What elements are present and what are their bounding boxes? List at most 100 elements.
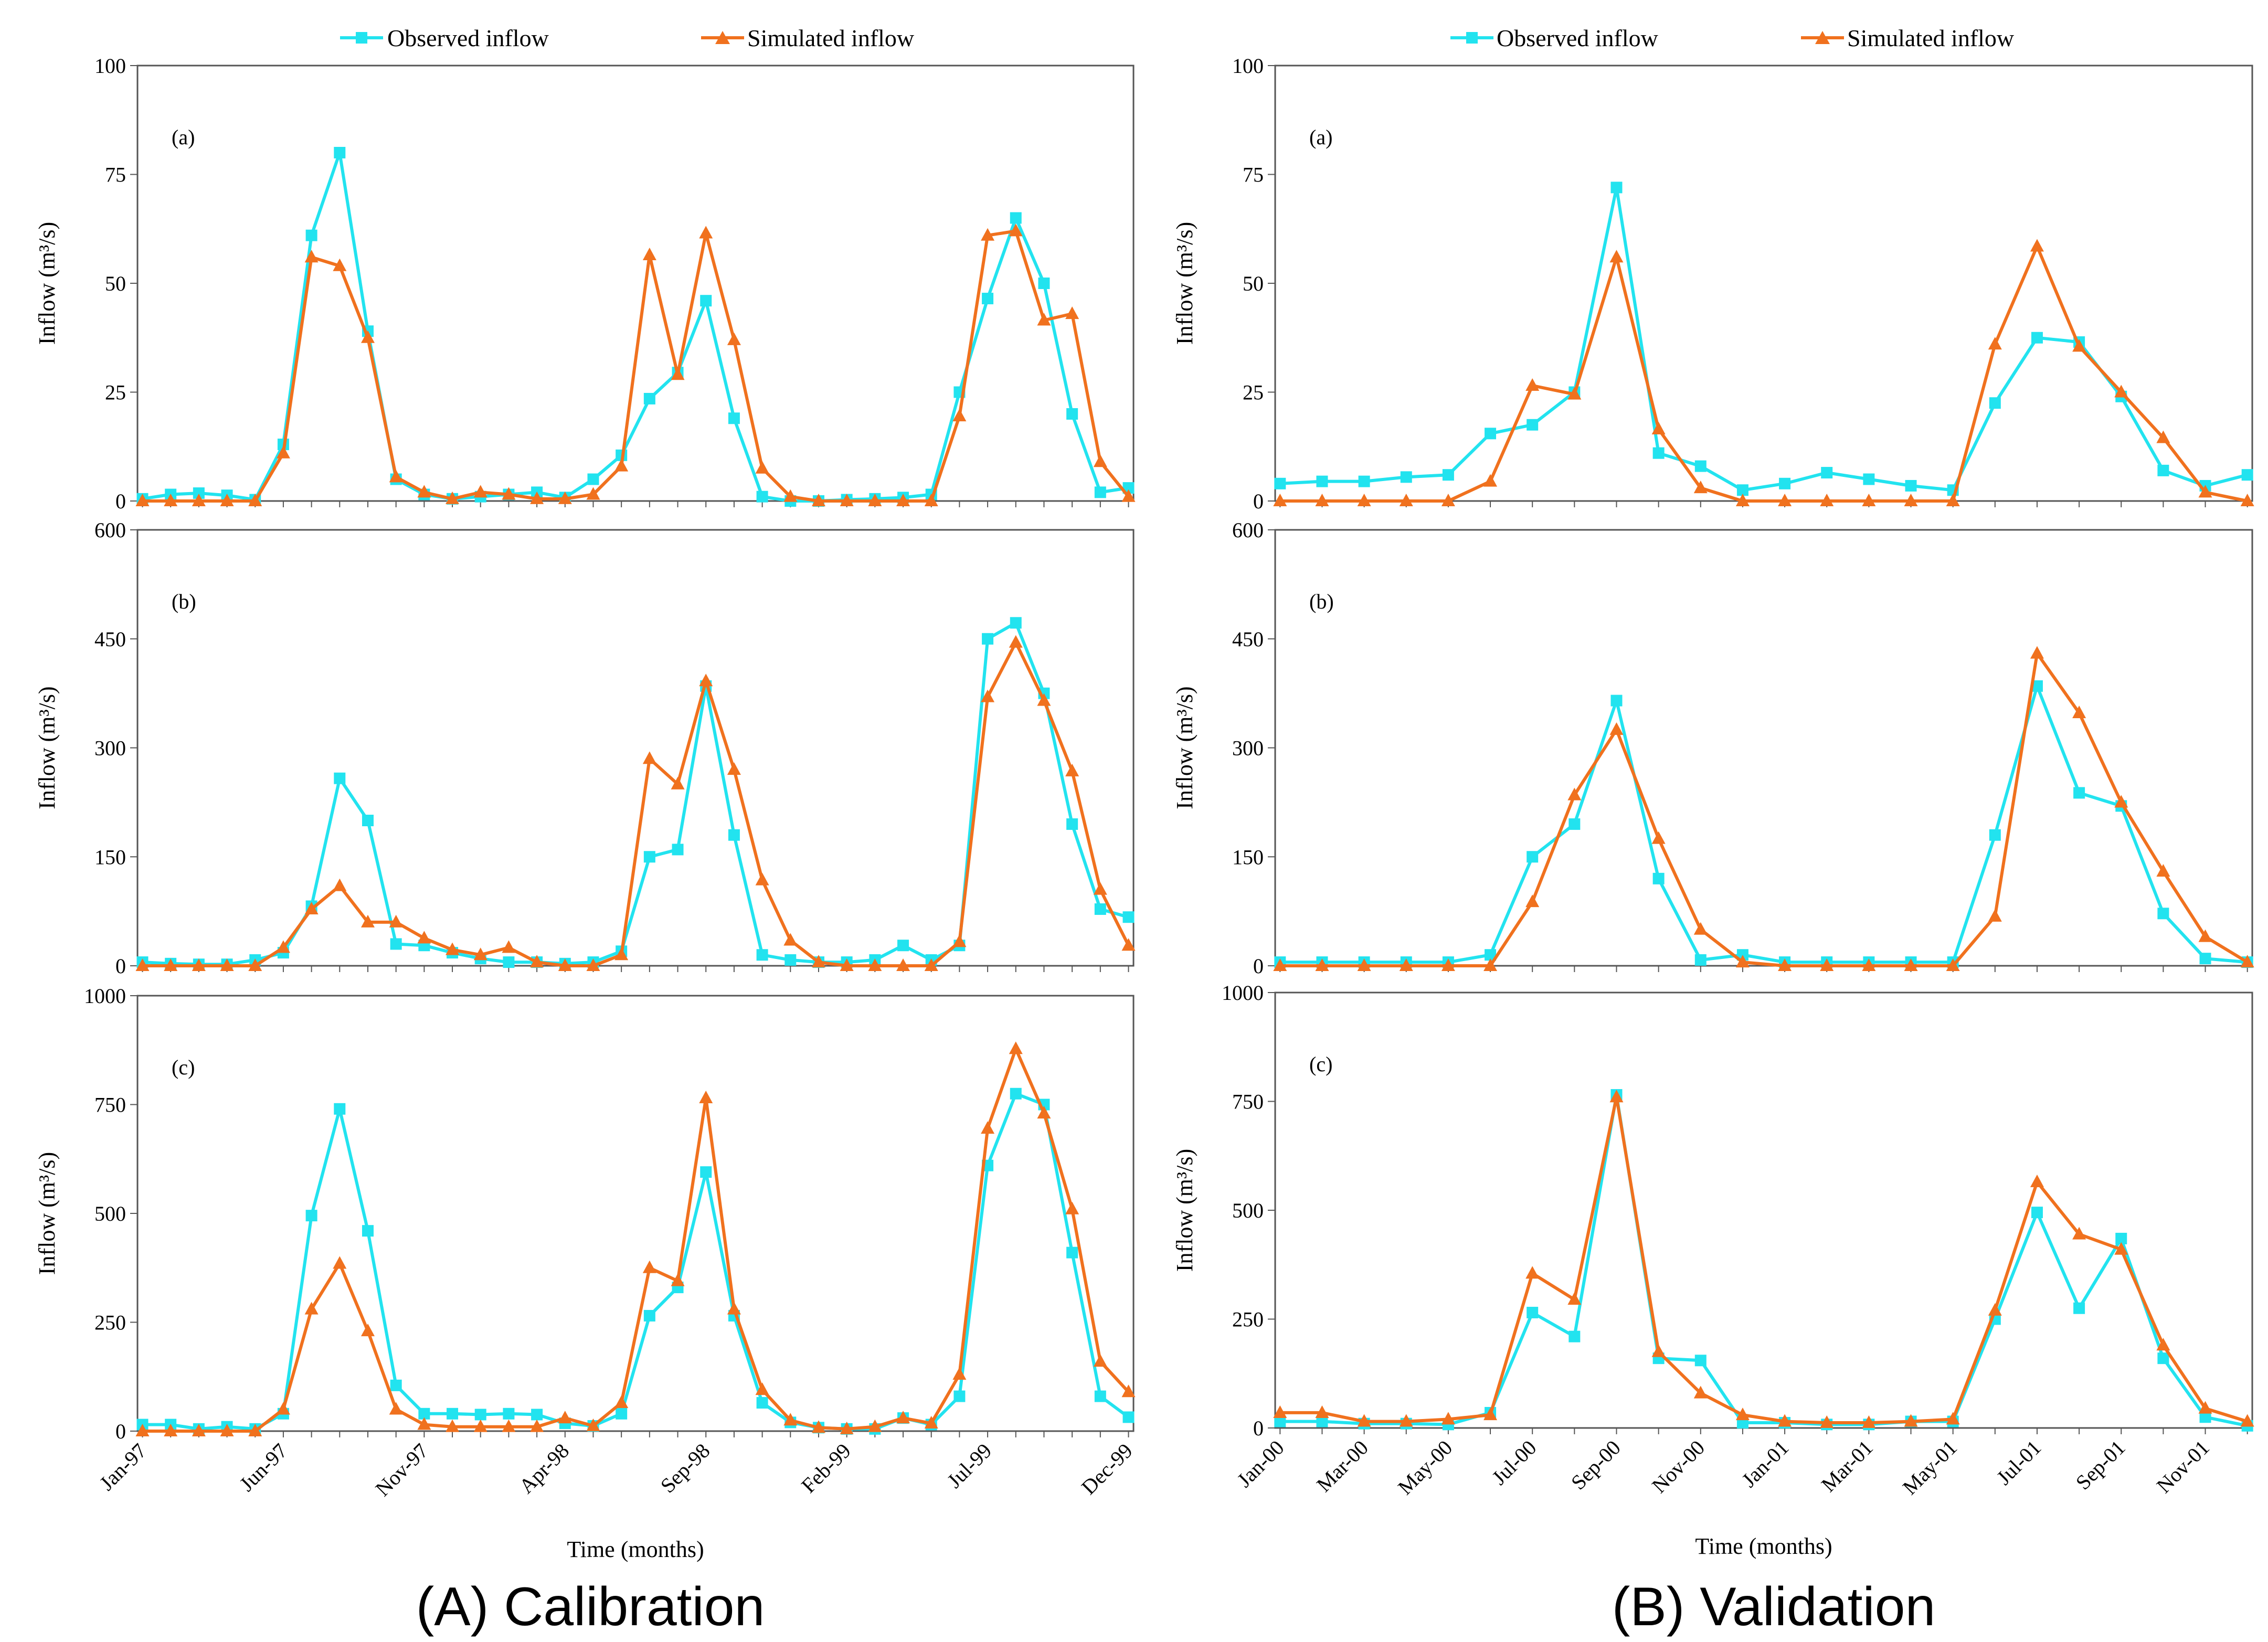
- val-c-x-axis-label: Time (months): [1695, 1533, 1832, 1559]
- cal-c-simulated-point: [952, 1367, 967, 1380]
- cal-c-x-axis-label: Time (months): [567, 1537, 704, 1562]
- val-b-observed-point: [1652, 872, 1665, 884]
- cal-a-simulated-point: [220, 494, 234, 506]
- cal-c-observed-point: [756, 1397, 768, 1409]
- cal-c-observed-point: [616, 1408, 628, 1420]
- cal-a-simulated-point: [333, 258, 347, 271]
- val-b-simulated-point: [1525, 894, 1540, 908]
- val-b-simulated-point: [1651, 831, 1666, 844]
- cal-c-simulated-point: [248, 1424, 262, 1436]
- cal-c-simulated-point: [896, 1411, 910, 1424]
- val-b-simulated-point: [1735, 955, 1750, 968]
- cal-c-simulated-point: [361, 1324, 375, 1337]
- cal-b-y-tick-label: 0: [115, 954, 126, 978]
- val-b-simulated-point: [1315, 958, 1329, 971]
- cal-c-y-axis-label: Inflow (m³/s): [34, 1152, 60, 1275]
- cal-c-observed-point: [503, 1408, 515, 1420]
- cal-a-simulated-point: [896, 494, 910, 506]
- cal-b-simulated-point: [783, 933, 798, 946]
- cal-b-observed-point: [334, 772, 346, 784]
- cal-b-simulated-point: [248, 958, 262, 971]
- cal-a-simulated-point: [1009, 223, 1023, 237]
- cal-c-observed-point: [1122, 1411, 1135, 1423]
- cal-b-observed-point: [1066, 818, 1078, 830]
- caption-calibration: (A) Calibration: [416, 1576, 765, 1637]
- cal-c-simulated-point: [642, 1260, 656, 1273]
- val-a-observed-point: [1863, 473, 1875, 485]
- val-a-observed-point: [1736, 484, 1748, 496]
- cal-a-simulated-point: [164, 494, 178, 506]
- val-a-observed-point: [2157, 464, 2169, 476]
- cal-b-observed-point: [362, 815, 374, 826]
- cal-c-observed-point: [305, 1210, 317, 1222]
- val-a-y-tick-label: 75: [1243, 163, 1264, 187]
- val-a-simulated-point: [1988, 337, 2002, 350]
- val-a-panel-label: (a): [1309, 125, 1332, 149]
- val-a-y-tick-label: 25: [1243, 381, 1264, 404]
- cal-b-observed-point: [785, 954, 797, 966]
- cal-c-simulated-point: [1037, 1106, 1051, 1119]
- val-c-observed-point: [2115, 1232, 2127, 1244]
- val-b-observed-point: [1610, 695, 1623, 707]
- cal-a-simulated-point: [699, 226, 713, 239]
- legend-calibration: Observed inflow Simulated inflow: [340, 25, 915, 51]
- cal-c-simulated-point: [671, 1273, 685, 1286]
- cal-c-y-tick-label: 0: [115, 1420, 126, 1443]
- cal-b-simulated-point: [192, 958, 206, 971]
- val-c-simulated-point: [1441, 1412, 1455, 1425]
- validation-panel-b: 0 150 300 450 600 Inflow (m³/s) (b): [1172, 518, 2254, 978]
- val-a-observed-point: [1905, 479, 1917, 492]
- cal-c-observed-point: [334, 1103, 346, 1115]
- legend-simulated-marker-2: [1815, 31, 1830, 44]
- cal-c-observed-point: [1066, 1246, 1078, 1259]
- cal-c-simulated-point: [699, 1091, 713, 1104]
- cal-a-simulated-point: [417, 485, 431, 498]
- cal-b-observed-point: [756, 949, 768, 961]
- cal-a-observed-point: [1038, 278, 1050, 289]
- cal-b-simulated-point: [981, 689, 995, 702]
- val-a-y-tick-label: 50: [1243, 272, 1264, 295]
- val-c-simulated-point: [1862, 1415, 1876, 1428]
- cal-c-simulated-point: [333, 1256, 347, 1269]
- cal-c-simulated-point: [192, 1424, 206, 1436]
- cal-c-observed-point: [418, 1408, 430, 1420]
- val-a-simulated-point: [1735, 494, 1750, 506]
- val-a-observed-point: [2241, 469, 2253, 481]
- val-c-observed-point: [2031, 1207, 2043, 1219]
- cal-c-simulated-point: [389, 1402, 403, 1415]
- val-a-simulated-point: [2240, 494, 2254, 506]
- val-a-observed-point: [1694, 460, 1707, 472]
- cal-c-y-tick-label: 1000: [84, 984, 126, 1008]
- cal-c-observed-point: [643, 1310, 655, 1322]
- cal-a-simulated-point: [671, 367, 685, 380]
- cal-a-observed-point: [1010, 212, 1022, 224]
- val-c-y-tick-label: 0: [1253, 1416, 1264, 1440]
- cal-b-observed-point: [390, 938, 402, 950]
- cal-a-observed-point: [1094, 486, 1106, 498]
- val-a-simulated-point: [1820, 494, 1834, 506]
- val-b-y-tick-label: 450: [1232, 627, 1264, 651]
- cal-c-observed-point: [700, 1166, 712, 1178]
- cal-c-simulated-point: [473, 1419, 487, 1432]
- cal-a-simulated-point: [727, 332, 741, 345]
- val-c-simulated-point: [1904, 1414, 1918, 1427]
- legend-observed-marker-2: [1466, 32, 1478, 44]
- val-c-simulated-point: [1357, 1414, 1371, 1427]
- val-c-observed-point: [1316, 1415, 1328, 1427]
- cal-b-observed-point: [643, 851, 655, 863]
- cal-c-observed-point: [447, 1408, 459, 1420]
- cal-c-simulated-point: [530, 1419, 544, 1432]
- val-a-observed-point: [1485, 428, 1497, 440]
- val-b-simulated-point: [1441, 958, 1455, 971]
- cal-c-simulated-point: [1065, 1201, 1079, 1214]
- val-a-simulated-point: [1609, 250, 1624, 263]
- cal-c-simulated-point: [586, 1419, 600, 1432]
- val-b-simulated-point: [1609, 722, 1624, 735]
- cal-c-panel-label: (c): [172, 1055, 195, 1079]
- val-c-y-tick-label: 250: [1232, 1308, 1264, 1331]
- val-a-observed-point: [1442, 469, 1454, 481]
- val-a-simulated-point: [1904, 494, 1918, 506]
- val-a-simulated-point: [1693, 481, 1708, 494]
- cal-c-simulated-point: [981, 1121, 995, 1134]
- val-c-observed-point: [1274, 1415, 1286, 1427]
